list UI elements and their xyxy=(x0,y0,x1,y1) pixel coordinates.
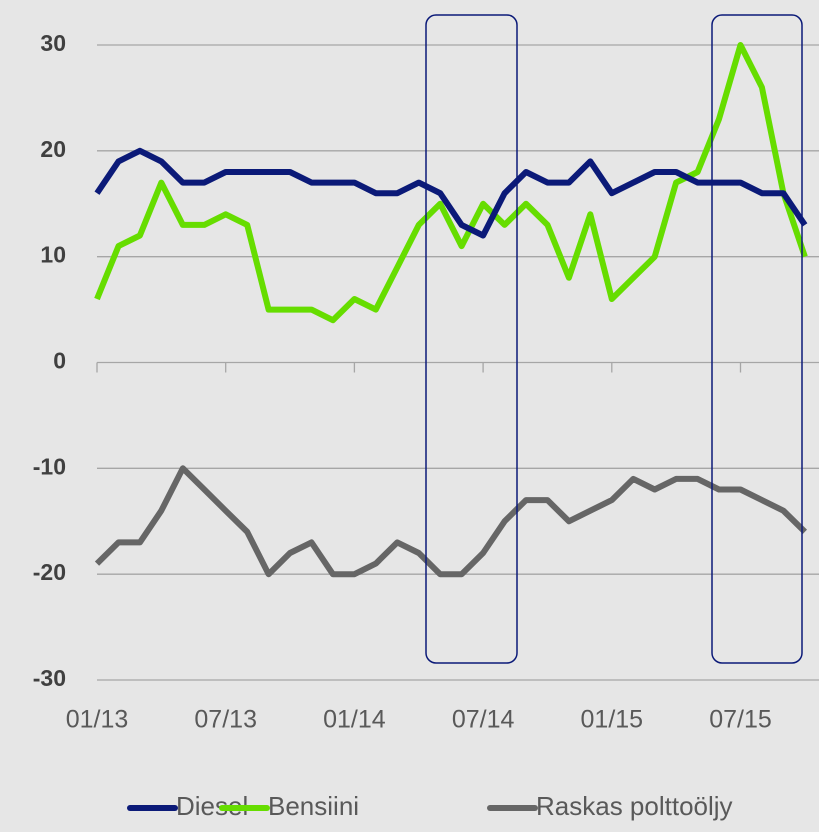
x-tick-label: 01/15 xyxy=(581,706,644,734)
line xyxy=(94,147,808,239)
legend-label: Bensiini xyxy=(268,791,359,821)
plot: -30 -20 -10 0 10 20 30 01/13 07/13 01/14 07/14 01/1… xyxy=(33,30,819,821)
y-tick-label: -20 xyxy=(33,559,66,585)
y-tick-label: 0 xyxy=(53,348,66,374)
x-tick-label: 07/15 xyxy=(709,706,772,734)
y-tick-label: -30 xyxy=(33,665,66,691)
line xyxy=(94,465,808,578)
y-tick-label: 20 xyxy=(40,136,66,162)
x-tick-label: 01/13 xyxy=(66,706,129,734)
x-tick-label: 07/14 xyxy=(452,706,515,734)
x-tick-label: 01/14 xyxy=(323,706,386,734)
y-tick-label: 10 xyxy=(40,242,66,268)
y-tick-label: -10 xyxy=(33,453,66,479)
legend-label: Raskas polttoöljy xyxy=(536,791,733,821)
highlight-box xyxy=(711,14,803,664)
x-tick-label: 07/13 xyxy=(194,706,257,734)
highlight-box xyxy=(425,14,518,664)
y-tick-label: 30 xyxy=(40,30,66,56)
